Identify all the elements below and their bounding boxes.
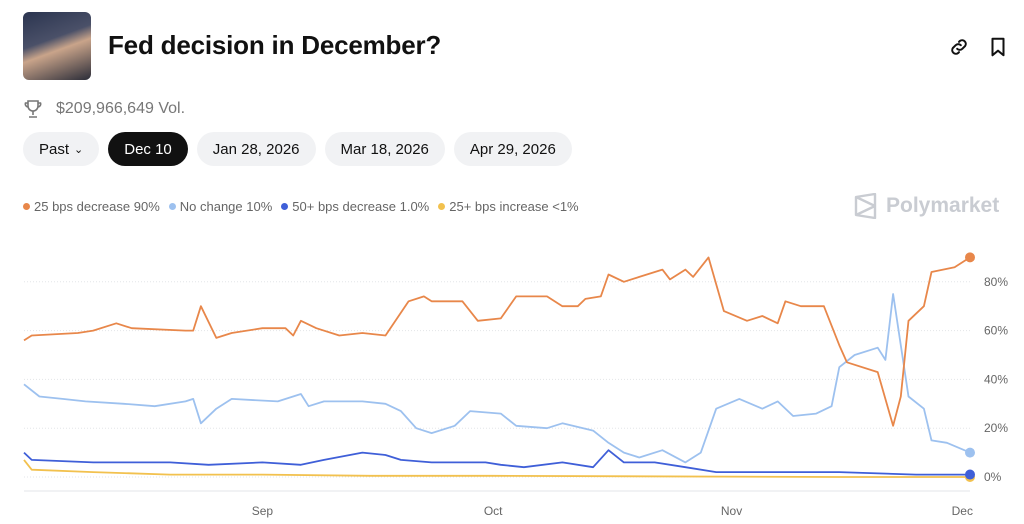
legend-dot bbox=[281, 203, 289, 210]
y-tick-label: 80% bbox=[984, 275, 1008, 289]
y-tick-label: 20% bbox=[984, 421, 1008, 435]
y-tick-label: 40% bbox=[984, 372, 1008, 386]
series-end-marker bbox=[965, 252, 975, 263]
market-avatar bbox=[23, 12, 91, 80]
brand-text: Polymarket bbox=[886, 194, 1000, 217]
legend-label: 50+ bps decrease 1.0% bbox=[292, 199, 430, 214]
series-end-marker bbox=[965, 447, 975, 458]
volume-text: $209,966,649 Vol. bbox=[56, 100, 186, 117]
tab-dec-10[interactable]: Dec 10 bbox=[108, 132, 188, 166]
legend-dot bbox=[168, 203, 176, 210]
x-tick-label: Oct bbox=[484, 504, 503, 518]
chevron-down-icon: ⌄ bbox=[74, 143, 84, 156]
y-tick-label: 60% bbox=[984, 324, 1008, 338]
series-end-marker bbox=[965, 469, 975, 480]
series-line-25-bps-decrease bbox=[23, 256, 971, 427]
legend-label: 25 bps decrease 90% bbox=[34, 199, 160, 214]
legend-label: 25+ bps increase <1% bbox=[449, 199, 579, 214]
legend-dot bbox=[23, 203, 30, 210]
tab-past[interactable]: Past ⌄ bbox=[23, 132, 100, 166]
polymarket-logo-icon bbox=[854, 193, 877, 219]
legend-item: 25 bps decrease 90% bbox=[23, 199, 160, 214]
series-line-25-bps-increase bbox=[23, 459, 970, 478]
date-tabs: Past ⌄ Dec 10 Jan 28, 2026 Mar 18, 2026 A… bbox=[23, 132, 572, 166]
link-icon[interactable] bbox=[948, 36, 970, 58]
tab-jan-28-2026[interactable]: Jan 28, 2026 bbox=[196, 132, 316, 166]
page-title: Fed decision in December? bbox=[108, 30, 442, 60]
bookmark-icon[interactable] bbox=[987, 36, 1009, 58]
line-chart: 0% 20% 40% 60% 80% Sep Oct Nov Dec bbox=[23, 252, 1008, 518]
legend-item: 50+ bps decrease 1.0% bbox=[281, 199, 429, 214]
legend-label: No change 10% bbox=[179, 199, 273, 214]
chart-legend: 25 bps decrease 90% No change 10% 50+ bp… bbox=[23, 199, 579, 214]
x-tick-label: Nov bbox=[721, 504, 742, 518]
x-tick-label: Dec bbox=[952, 504, 973, 518]
polymarket-logo: Polymarket bbox=[854, 193, 999, 219]
x-tick-label: Sep bbox=[252, 504, 274, 518]
tab-apr-29-2026[interactable]: Apr 29, 2026 bbox=[453, 132, 572, 166]
legend-item: 25+ bps increase <1% bbox=[438, 199, 579, 214]
legend-item: No change 10% bbox=[168, 199, 273, 214]
legend-dot bbox=[438, 203, 446, 210]
tab-label: Past bbox=[39, 140, 70, 158]
volume: $209,966,649 Vol. bbox=[24, 99, 185, 119]
trophy-icon bbox=[24, 100, 42, 118]
y-tick-label: 0% bbox=[984, 470, 1002, 484]
tab-mar-18-2026[interactable]: Mar 18, 2026 bbox=[324, 132, 445, 166]
series-line-50-bps-decrease bbox=[23, 449, 970, 476]
series-line-no-change bbox=[23, 293, 971, 464]
